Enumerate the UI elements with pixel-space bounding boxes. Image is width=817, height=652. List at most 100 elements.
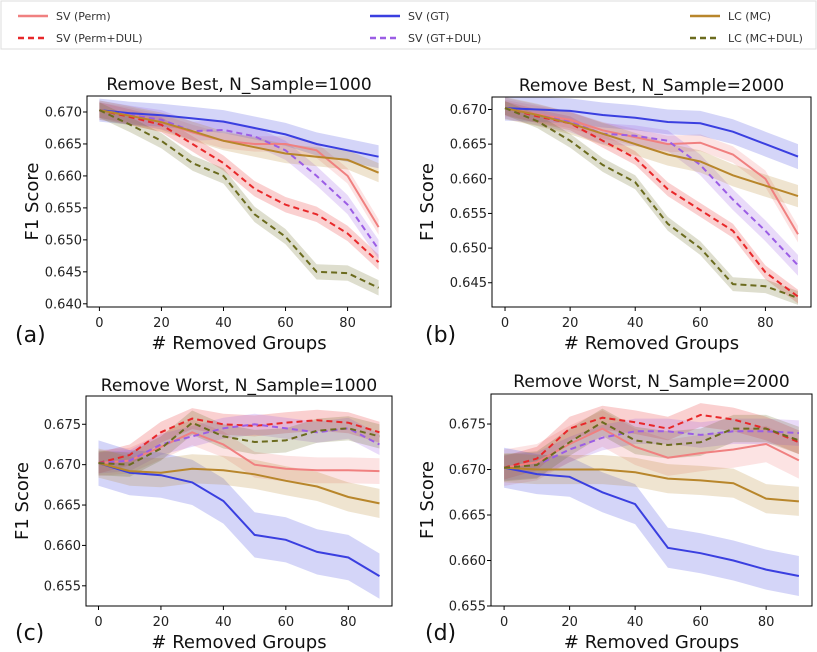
legend-item-sv-perm-dul: SV (Perm+DUL) <box>18 32 143 45</box>
panel-label: (c) <box>15 621 44 646</box>
y-axis-label: F1 Score <box>417 163 438 241</box>
series-line-sv-perm-dul <box>99 109 380 263</box>
x-tick-label: 20 <box>561 615 578 630</box>
y-tick-label: 0.670 <box>449 463 486 478</box>
series-line-lc-mc <box>98 462 380 505</box>
y-tick-label: 0.645 <box>45 265 82 280</box>
x-tick-label: 20 <box>562 316 579 331</box>
x-tick-label: 60 <box>278 615 295 630</box>
band-lc-mc-dul <box>505 101 798 305</box>
y-tick-label: 0.665 <box>45 137 82 152</box>
y-tick-label: 0.650 <box>45 233 82 248</box>
plot-series <box>504 97 799 305</box>
series-line-sv-gt-dul <box>504 430 799 469</box>
chart-panel-a: 0 20 40 60 80 0.640 0.645 0.650 0.655 0.660 0.665 0… <box>15 75 392 354</box>
plot-frame <box>490 393 813 607</box>
chart-title: Remove Worst, N_Sample=2000 <box>513 372 789 392</box>
y-tick-label: 0.665 <box>449 509 486 524</box>
plot-frame <box>85 395 393 607</box>
panel-label: (b) <box>425 323 456 348</box>
chart-panel-c: 0 20 40 60 80 0.655 0.660 0.665 0.670 0.675 Remove… <box>12 376 393 652</box>
x-tick-label: 0 <box>500 615 508 630</box>
band-sv-gt-dul <box>504 418 799 481</box>
x-tick-label: 0 <box>94 615 102 630</box>
legend-label: SV (GT+DUL) <box>408 32 481 45</box>
x-tick-label: 0 <box>501 316 509 331</box>
band-lc-mc-dul <box>98 410 380 477</box>
legend-frame <box>0 0 817 50</box>
series-line-sv-gt <box>503 466 800 577</box>
plot-area <box>86 396 392 606</box>
band-sv-perm-dul <box>98 408 380 474</box>
x-tick-label: 40 <box>215 316 232 331</box>
y-tick-label: 0.670 <box>450 103 487 118</box>
legend-label: SV (Perm) <box>56 10 111 23</box>
y-tick-label: 0.645 <box>450 276 487 291</box>
y-tick-label: 0.665 <box>44 499 81 514</box>
legend-item-sv-perm: SV (Perm) <box>18 10 111 23</box>
panel-label: (a) <box>15 323 46 348</box>
band-lc-mc-dul <box>504 408 799 482</box>
y-tick-label: 0.655 <box>450 207 487 222</box>
x-axis-label: # Removed Groups <box>151 333 326 354</box>
plot-area <box>87 96 391 307</box>
x-tick-label: 60 <box>692 615 709 630</box>
band-sv-gt <box>98 440 380 599</box>
x-tick-label: 40 <box>627 316 644 331</box>
x-axis-label: # Removed Groups <box>564 333 739 354</box>
plot-area <box>492 97 811 307</box>
x-tick-label: 0 <box>95 316 103 331</box>
series-line-sv-gt <box>504 107 799 158</box>
y-tick-label: 0.650 <box>450 242 487 257</box>
x-tick-label: 80 <box>758 615 775 630</box>
legend-item-lc-mc: LC (MC) <box>690 10 771 23</box>
series-line-lc-mc-dul <box>504 107 799 299</box>
band-lc-mc <box>98 448 380 518</box>
panel-label: (d) <box>425 621 456 646</box>
plot-series <box>98 98 380 296</box>
y-tick-label: 0.655 <box>449 600 486 615</box>
series-line-sv-gt-dul <box>99 109 380 251</box>
y-tick-label: 0.660 <box>45 169 82 184</box>
series-line-lc-mc <box>504 107 799 198</box>
series-line-sv-perm-dul <box>503 413 800 469</box>
y-axis-label: F1 Score <box>417 461 438 539</box>
y-tick-label: 0.665 <box>450 138 487 153</box>
band-sv-perm-dul <box>99 102 379 270</box>
x-tick-label: 80 <box>757 316 774 331</box>
x-tick-label: 40 <box>215 615 232 630</box>
plot-series <box>98 408 381 599</box>
x-tick-label: 80 <box>340 615 357 630</box>
y-tick-label: 0.640 <box>45 297 82 312</box>
legend-item-sv-gt-dul: SV (GT+DUL) <box>370 32 481 45</box>
chart-title: Remove Best, N_Sample=1000 <box>106 75 371 95</box>
plot-series <box>503 403 800 596</box>
x-axis-label: # Removed Groups <box>564 632 739 652</box>
y-tick-label: 0.655 <box>44 579 81 594</box>
legend-label: SV (GT) <box>408 10 449 23</box>
plot-frame <box>491 96 812 308</box>
band-sv-gt <box>505 97 798 170</box>
x-tick-label: 80 <box>339 316 356 331</box>
y-axis-label: F1 Score <box>22 163 43 241</box>
x-tick-label: 60 <box>692 316 709 331</box>
series-line-lc-mc-dul <box>504 421 800 469</box>
chart-title: Remove Worst, N_Sample=1000 <box>101 376 377 396</box>
series-line-sv-perm-dul <box>98 417 380 464</box>
legend-item-sv-gt: SV (GT) <box>370 10 449 23</box>
y-tick-label: 0.655 <box>45 201 82 216</box>
legend-label: SV (Perm+DUL) <box>56 32 143 45</box>
series-line-lc-mc <box>504 466 799 503</box>
band-sv-perm-dul <box>505 101 798 304</box>
y-tick-label: 0.660 <box>449 554 486 569</box>
legend-item-lc-mc-dul: LC (MC+DUL) <box>690 32 803 45</box>
chart-panels: 0 20 40 60 80 0.640 0.645 0.650 0.655 0.660 0.665 0… <box>12 75 813 652</box>
band-sv-gt-dul <box>98 413 380 474</box>
legend-label: LC (MC) <box>728 10 771 23</box>
band-lc-mc-dul <box>99 102 379 296</box>
legend: SV (Perm) SV (Perm+DUL) SV (GT) SV (GT+DUL)… <box>0 0 817 50</box>
band-sv-perm-dul <box>504 403 799 480</box>
y-tick-label: 0.660 <box>44 539 81 554</box>
x-tick-label: 40 <box>627 615 644 630</box>
